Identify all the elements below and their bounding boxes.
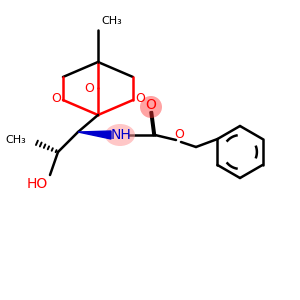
Ellipse shape [105, 124, 135, 146]
Text: HO: HO [26, 177, 48, 191]
Text: CH₃: CH₃ [5, 135, 26, 145]
Text: O: O [84, 82, 94, 94]
Polygon shape [78, 131, 111, 139]
Text: O: O [135, 92, 145, 106]
Text: O: O [146, 98, 156, 112]
Circle shape [140, 96, 162, 118]
Text: O: O [51, 92, 61, 106]
Text: O: O [174, 128, 184, 140]
Text: CH₃: CH₃ [101, 16, 122, 26]
Text: NH: NH [111, 128, 131, 142]
